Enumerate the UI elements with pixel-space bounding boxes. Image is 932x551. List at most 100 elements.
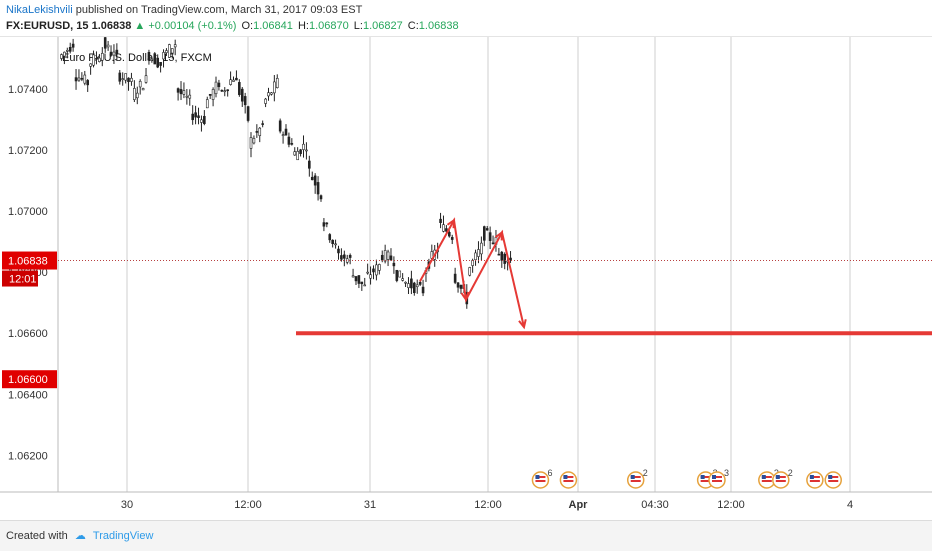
candle-body <box>503 253 507 264</box>
event-flag-stripe <box>711 480 722 482</box>
ohlc-info: FX:EURUSD, 15 1.06838 ▲ +0.00104 (+0.1%)… <box>6 20 459 32</box>
level-tag-label: 1.06600 <box>8 374 48 386</box>
candle-body <box>404 281 407 284</box>
candle-body <box>130 77 133 82</box>
candles-group <box>60 37 512 309</box>
candle-body <box>144 75 148 83</box>
event-flag-canton <box>535 475 540 479</box>
price-change: ▲ +0.00104 (+0.1%) <box>134 20 237 32</box>
candle-body <box>456 282 460 288</box>
event-flag-stripe <box>828 476 839 478</box>
last-price-tag-label: 1.06838 <box>8 256 48 268</box>
candle-body <box>415 284 419 288</box>
candle-body <box>252 138 256 144</box>
arrow-head-icon <box>494 230 504 241</box>
chart-title: Euro Fx/U.S. Dollar, 15, FXCM <box>62 52 212 64</box>
candle-body <box>459 284 463 289</box>
candle-body <box>185 95 189 98</box>
event-count-label: 6 <box>547 468 552 478</box>
open-label: O: <box>241 20 254 32</box>
candle-body <box>497 253 501 256</box>
event-flag-canton <box>775 475 780 479</box>
tradingview-logo-icon[interactable]: ☁ <box>74 530 86 542</box>
candle-body <box>421 286 425 294</box>
y-tick-label: 1.06600 <box>8 328 48 340</box>
candle-body <box>226 89 229 92</box>
candle-body <box>138 81 142 88</box>
candle-body <box>354 276 358 282</box>
event-count-label: 2 <box>788 468 793 478</box>
candle-body <box>223 90 227 93</box>
candle-body <box>232 79 235 82</box>
candle-body <box>188 94 192 99</box>
event-flag-icon: 2 <box>772 468 793 489</box>
chart-header: NikaLekishvili published on TradingView.… <box>0 0 932 37</box>
candle-body <box>194 112 197 118</box>
event-count-label: 2 <box>643 468 648 478</box>
candle-body <box>214 81 218 95</box>
candle-body <box>200 119 203 123</box>
candle-body <box>386 251 390 260</box>
tradingview-brand[interactable]: TradingView <box>92 530 154 542</box>
event-flag-canton <box>630 475 635 479</box>
candle-body <box>112 51 116 56</box>
created-with-label: Created with <box>6 530 68 542</box>
author-link[interactable]: NikaLekishvili <box>6 4 73 16</box>
candle-body <box>310 176 314 181</box>
candle-body <box>316 182 320 195</box>
event-flag-stripe <box>809 476 820 478</box>
low-value: 1.06827 <box>362 20 403 32</box>
candle-body <box>191 113 194 121</box>
publish-info: NikaLekishvili published on TradingView.… <box>6 4 362 16</box>
symbol-label: FX:EURUSD, 15 <box>6 20 89 32</box>
event-flag-stripe <box>775 476 786 478</box>
candle-body <box>334 243 337 246</box>
arrow-head-icon <box>460 291 470 302</box>
candle-body <box>208 93 212 96</box>
x-tick-label: 4 <box>847 499 853 511</box>
candle-body <box>474 252 477 261</box>
event-flag-stripe <box>535 480 546 482</box>
event-flag-stripe <box>563 480 574 482</box>
candle-body <box>319 195 323 200</box>
candle-body <box>182 90 186 95</box>
event-flag-stripe <box>700 480 711 482</box>
candle-body <box>156 57 159 68</box>
candle-body <box>293 151 297 156</box>
candle-body <box>83 74 87 84</box>
candle-body <box>68 46 72 52</box>
candle-body <box>439 218 442 223</box>
y-tick-label: 1.07200 <box>8 145 48 157</box>
x-tick-label: 30 <box>121 499 133 511</box>
x-tick-label: 12:00 <box>717 499 745 511</box>
candle-body <box>159 62 162 66</box>
candle-body <box>71 43 75 48</box>
candle-body <box>162 52 165 60</box>
event-flag-stripe <box>761 476 772 478</box>
event-flag-canton <box>761 475 766 479</box>
arrow-head-icon <box>446 218 456 229</box>
price-chart[interactable]: 1.074001.072001.070001.068001.066001.064… <box>0 37 932 520</box>
candle-body <box>109 51 113 56</box>
candle-body <box>121 78 124 80</box>
event-flag-canton <box>828 475 833 479</box>
candle-body <box>313 175 317 186</box>
candle-body <box>328 234 332 241</box>
published-text: published on TradingView.com, March 31, … <box>75 4 363 16</box>
candle-body <box>205 99 209 109</box>
candle-body <box>203 115 206 124</box>
candle-body <box>281 134 285 136</box>
candle-body <box>480 242 483 255</box>
x-tick-label: Apr <box>569 499 589 511</box>
candle-body <box>261 123 264 125</box>
candle-body <box>407 283 410 288</box>
high-value: 1.06870 <box>308 20 349 32</box>
candle-body <box>450 237 454 240</box>
candle-body <box>92 54 95 66</box>
candle-body <box>89 63 92 67</box>
event-flag-stripe <box>775 480 786 482</box>
candle-body <box>331 239 334 244</box>
candle-body <box>509 257 512 261</box>
candle-body <box>366 271 369 274</box>
candle-body <box>141 88 145 91</box>
